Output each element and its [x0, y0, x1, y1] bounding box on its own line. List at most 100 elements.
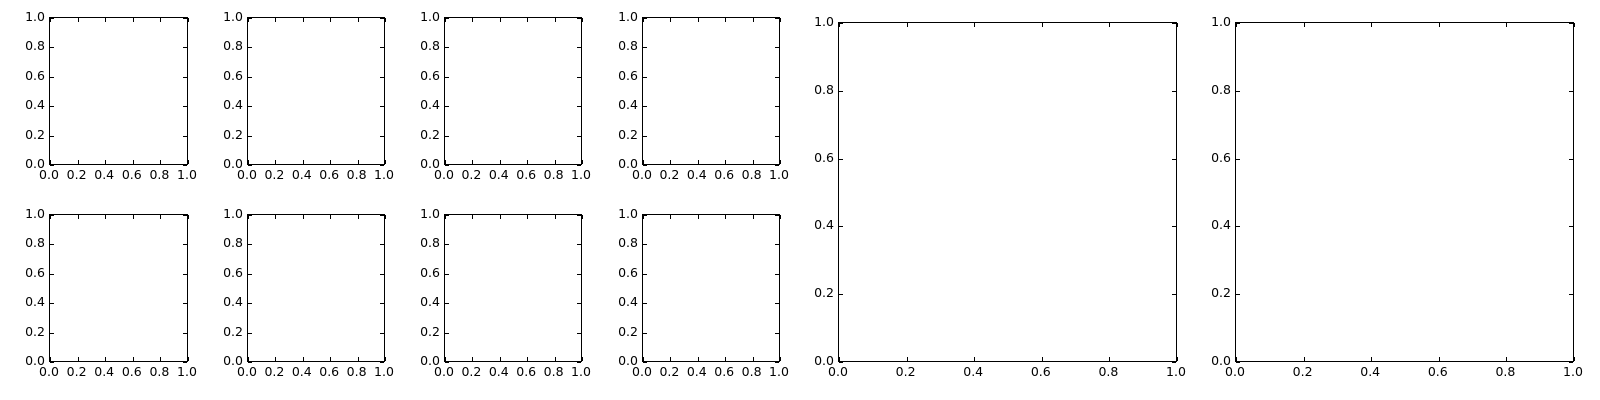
y-tick-left: [248, 106, 252, 108]
y-tick-right: [775, 273, 779, 275]
x-tick-top: [839, 23, 840, 27]
y-tick-left: [445, 215, 449, 216]
y-tick-label: 0.6: [814, 149, 834, 165]
x-tick-top: [188, 215, 189, 219]
x-tick-bottom: [752, 357, 754, 361]
x-tick-label: 0.4: [686, 364, 707, 379]
x-tick-label: 0.0: [828, 364, 848, 379]
y-tick-left: [50, 18, 54, 19]
x-tick-bottom: [188, 357, 189, 361]
x-tick-bottom: [385, 357, 386, 361]
x-tick-label: 0.0: [39, 167, 59, 182]
y-tick-right: [577, 244, 581, 246]
y-tick-left: [1236, 362, 1240, 363]
y-tick-left: [248, 47, 252, 49]
y-tick-label: 0.2: [618, 126, 638, 142]
y-tick-right: [183, 244, 187, 246]
y-tick-label: 0.8: [814, 81, 834, 97]
x-tick-top: [105, 18, 107, 22]
y-tick-label: 0.8: [223, 235, 243, 251]
y-tick-left: [248, 165, 252, 166]
y-tick-left: [1236, 23, 1240, 24]
axes-small-axes-row2-col1: [49, 214, 189, 363]
y-tick-left: [643, 215, 647, 216]
y-tick-label: 0.4: [618, 293, 638, 309]
x-tick-bottom: [77, 357, 79, 361]
y-tick-label: 0.8: [618, 235, 638, 251]
y-tick-label: 0.8: [223, 38, 243, 54]
y-tick-left: [643, 362, 647, 363]
x-tick-top: [77, 215, 79, 219]
y-tick-label: 0.4: [1211, 217, 1231, 233]
x-tick-top: [445, 18, 446, 22]
x-tick-bottom: [725, 160, 727, 164]
x-tick-label: 0.2: [461, 167, 482, 182]
x-tick-top: [188, 18, 189, 22]
x-tick-top: [554, 18, 556, 22]
x-tick-label: 0.4: [1360, 364, 1381, 379]
x-tick-top: [554, 215, 556, 219]
x-tick-label: 0.6: [319, 364, 340, 379]
y-tick-label: 0.2: [223, 126, 243, 142]
y-tick-right: [775, 215, 779, 216]
x-tick-top: [302, 18, 304, 22]
y-tick-label: 0.6: [1211, 149, 1231, 165]
y-tick-left: [445, 76, 449, 78]
x-tick-label: 0.0: [632, 364, 652, 379]
x-tick-top: [275, 215, 277, 219]
y-tick-right: [577, 106, 581, 108]
x-tick-label: 0.6: [121, 364, 142, 379]
x-tick-top: [697, 215, 699, 219]
y-tick-label: 1.0: [814, 13, 834, 29]
y-tick-right: [775, 47, 779, 49]
y-tick-label: 0.0: [618, 155, 638, 171]
x-tick-bottom: [330, 160, 332, 164]
x-tick-bottom: [643, 160, 644, 164]
y-tick-label: 0.8: [1211, 81, 1231, 97]
y-tick-label: 0.0: [223, 155, 243, 171]
x-tick-bottom: [445, 160, 446, 164]
x-tick-bottom: [670, 160, 672, 164]
x-tick-label: 0.8: [149, 364, 170, 379]
y-tick-left: [248, 303, 252, 305]
x-tick-top: [643, 18, 644, 22]
y-tick-left: [50, 215, 54, 216]
y-tick-right: [775, 303, 779, 305]
axes-small-axes-row2-col2: [247, 214, 386, 363]
y-tick-left: [445, 273, 449, 275]
y-tick-label: 1.0: [420, 8, 440, 24]
y-tick-left: [248, 135, 252, 137]
x-tick-label: 0.0: [632, 167, 652, 182]
x-tick-bottom: [1041, 357, 1043, 361]
x-tick-top: [780, 215, 781, 219]
x-tick-label: 0.2: [264, 364, 285, 379]
x-tick-bottom: [582, 160, 583, 164]
y-tick-left: [50, 332, 54, 334]
x-tick-top: [1371, 23, 1373, 27]
y-tick-right: [1172, 158, 1176, 160]
x-tick-label: 0.4: [963, 364, 984, 379]
y-tick-label: 1.0: [25, 8, 45, 24]
y-tick-label: 0.0: [25, 352, 45, 368]
y-tick-right: [380, 106, 384, 108]
x-tick-bottom: [974, 357, 976, 361]
y-tick-label: 0.0: [1211, 352, 1231, 368]
x-tick-label: 0.0: [237, 167, 257, 182]
x-tick-top: [643, 215, 644, 219]
x-tick-bottom: [1303, 357, 1305, 361]
x-tick-bottom: [697, 357, 699, 361]
x-tick-label: 0.8: [1495, 364, 1516, 379]
x-tick-top: [302, 215, 304, 219]
x-tick-label: 1.0: [1563, 364, 1583, 379]
y-tick-left: [445, 362, 449, 363]
x-tick-bottom: [472, 357, 474, 361]
y-tick-right: [1172, 226, 1176, 228]
y-tick-left: [839, 90, 843, 92]
y-tick-label: 1.0: [618, 8, 638, 24]
y-tick-label: 0.4: [618, 96, 638, 112]
x-tick-bottom: [780, 160, 781, 164]
y-tick-label: 0.4: [223, 96, 243, 112]
x-tick-bottom: [472, 160, 474, 164]
x-tick-label: 0.0: [237, 364, 257, 379]
